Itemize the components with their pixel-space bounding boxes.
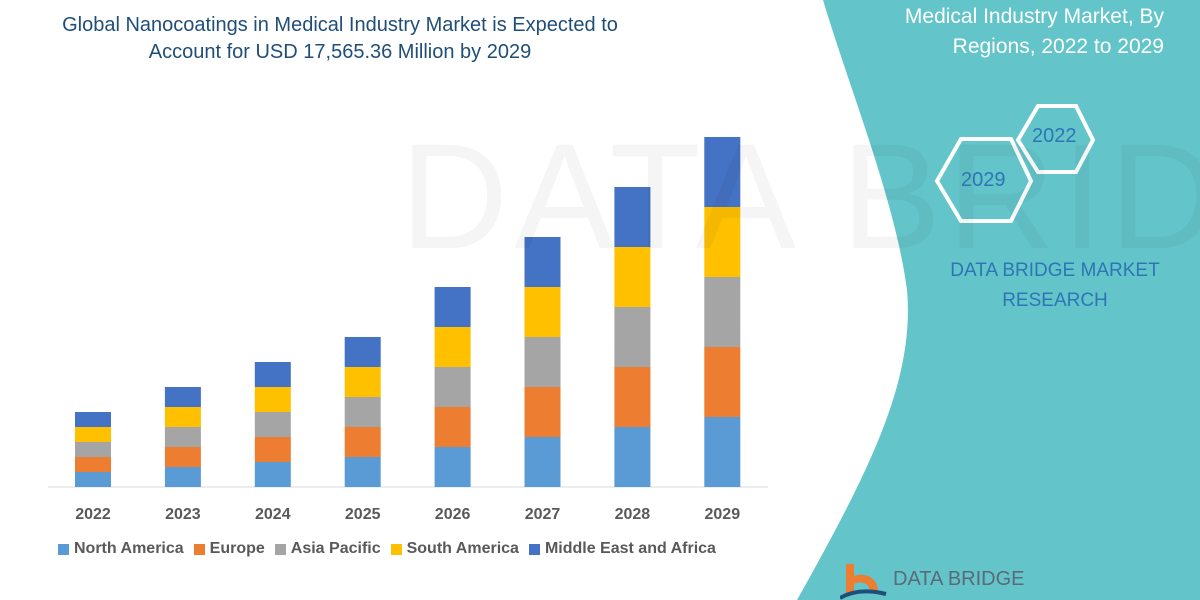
bar-segment-2026-0 [434, 447, 471, 487]
bar-segment-2029-1 [704, 347, 741, 417]
bar-segment-2023-0 [164, 467, 201, 487]
bar-segment-2025-2 [344, 397, 381, 427]
bar-segment-2026-4 [434, 287, 471, 327]
bar-segment-2025-1 [344, 427, 381, 457]
legend-item: Europe [193, 540, 265, 558]
logo-text: DATA BRIDGE [893, 568, 1025, 590]
bar-segment-2027-0 [524, 437, 561, 487]
legend-item: South America [390, 540, 519, 558]
legend-item: North America [58, 540, 184, 558]
bar-segment-2023-1 [164, 447, 201, 467]
legend-label: North America [74, 540, 184, 557]
bar-segment-2023-4 [164, 387, 201, 407]
hex-label-2029: 2029 [961, 169, 1006, 191]
bar-segment-2025-0 [344, 457, 381, 487]
side-title: Medical Industry Market, By Regions, 202… [804, 2, 1164, 62]
bar-segment-2023-3 [164, 407, 201, 427]
bar-segment-2024-2 [254, 412, 291, 437]
side-title-line-1: Medical Industry Market, By [904, 5, 1164, 28]
x-tick-label: 2029 [705, 506, 741, 523]
bar-segment-2024-4 [254, 362, 291, 387]
brand-line-2: RESEARCH [1002, 290, 1108, 311]
bar-segment-2028-3 [614, 247, 651, 307]
legend-swatch [274, 543, 286, 555]
legend-label: Asia Pacific [290, 540, 381, 557]
hex-label-2022: 2022 [1032, 125, 1077, 147]
legend-label: South America [406, 540, 519, 557]
title-line-1: Global Nanocoatings in Medical Industry … [62, 14, 618, 36]
bar-segment-2026-3 [434, 327, 471, 367]
legend-swatch [58, 543, 69, 555]
brand-line-1: DATA BRIDGE MARKET [950, 260, 1160, 281]
bar-segment-2025-4 [344, 337, 381, 367]
bar-segment-2029-0 [704, 417, 741, 487]
bar-segment-2029-4 [704, 137, 741, 207]
brand-text: DATA BRIDGE MARKET RESEARCH [920, 256, 1190, 316]
legend-item: Middle East and Africa [528, 540, 716, 558]
bar-segment-2022-0 [75, 472, 111, 487]
x-tick-label: 2025 [345, 506, 381, 523]
bar-segment-2028-2 [614, 307, 651, 367]
legend-item: Asia Pacific [274, 540, 381, 558]
bar-segment-2029-2 [704, 277, 741, 347]
x-tick-label: 2023 [165, 506, 201, 523]
legend-swatch [528, 543, 540, 555]
bar-segment-2022-3 [75, 427, 111, 442]
chart-title: Global Nanocoatings in Medical Industry … [40, 12, 640, 66]
legend: North America Europe Asia Pacific South Ame… [58, 540, 716, 558]
logo-icon [840, 564, 887, 600]
x-tick-label: 2026 [435, 506, 471, 523]
x-tick-label: 2024 [255, 506, 291, 523]
bar-segment-2023-2 [164, 427, 201, 447]
x-tick-label: 2028 [615, 506, 651, 523]
x-tick-label: 2022 [75, 506, 111, 523]
bar-segment-2025-3 [344, 367, 381, 397]
bar-segment-2024-3 [254, 387, 291, 412]
title-line-2: Account for USD 17,565.36 Million by 202… [148, 41, 532, 63]
bar-segment-2029-3 [704, 207, 741, 277]
bar-segment-2028-4 [614, 187, 651, 247]
legend-label: Europe [209, 540, 265, 557]
bar-segment-2027-4 [524, 237, 561, 287]
bar-segment-2024-1 [254, 437, 291, 462]
teal-side-panel [797, 0, 1200, 600]
bar-segment-2022-1 [75, 457, 111, 472]
bar-segment-2024-0 [254, 462, 291, 487]
bar-segment-2027-2 [524, 337, 561, 387]
hexagon-2022 [1015, 104, 1096, 174]
side-title-line-2: Regions, 2022 to 2029 [952, 35, 1164, 58]
bar-segment-2022-4 [75, 412, 111, 427]
bar-segment-2027-3 [524, 287, 561, 337]
bar-segment-2022-2 [75, 442, 111, 457]
bar-segment-2028-0 [614, 427, 651, 487]
legend-label: Middle East and Africa [544, 540, 716, 557]
bar-segment-2026-1 [434, 407, 471, 447]
x-tick-label: 2027 [525, 506, 561, 523]
bar-segment-2026-2 [434, 367, 471, 407]
bar-segment-2027-1 [524, 387, 561, 437]
legend-swatch [390, 543, 402, 555]
stacked-bar-chart: 2022 2023 2024 2025 2026 2027 2028 2029 [48, 137, 768, 523]
legend-swatch [193, 543, 205, 555]
bar-segment-2028-1 [614, 367, 651, 427]
hexagon-2029 [934, 137, 1034, 223]
